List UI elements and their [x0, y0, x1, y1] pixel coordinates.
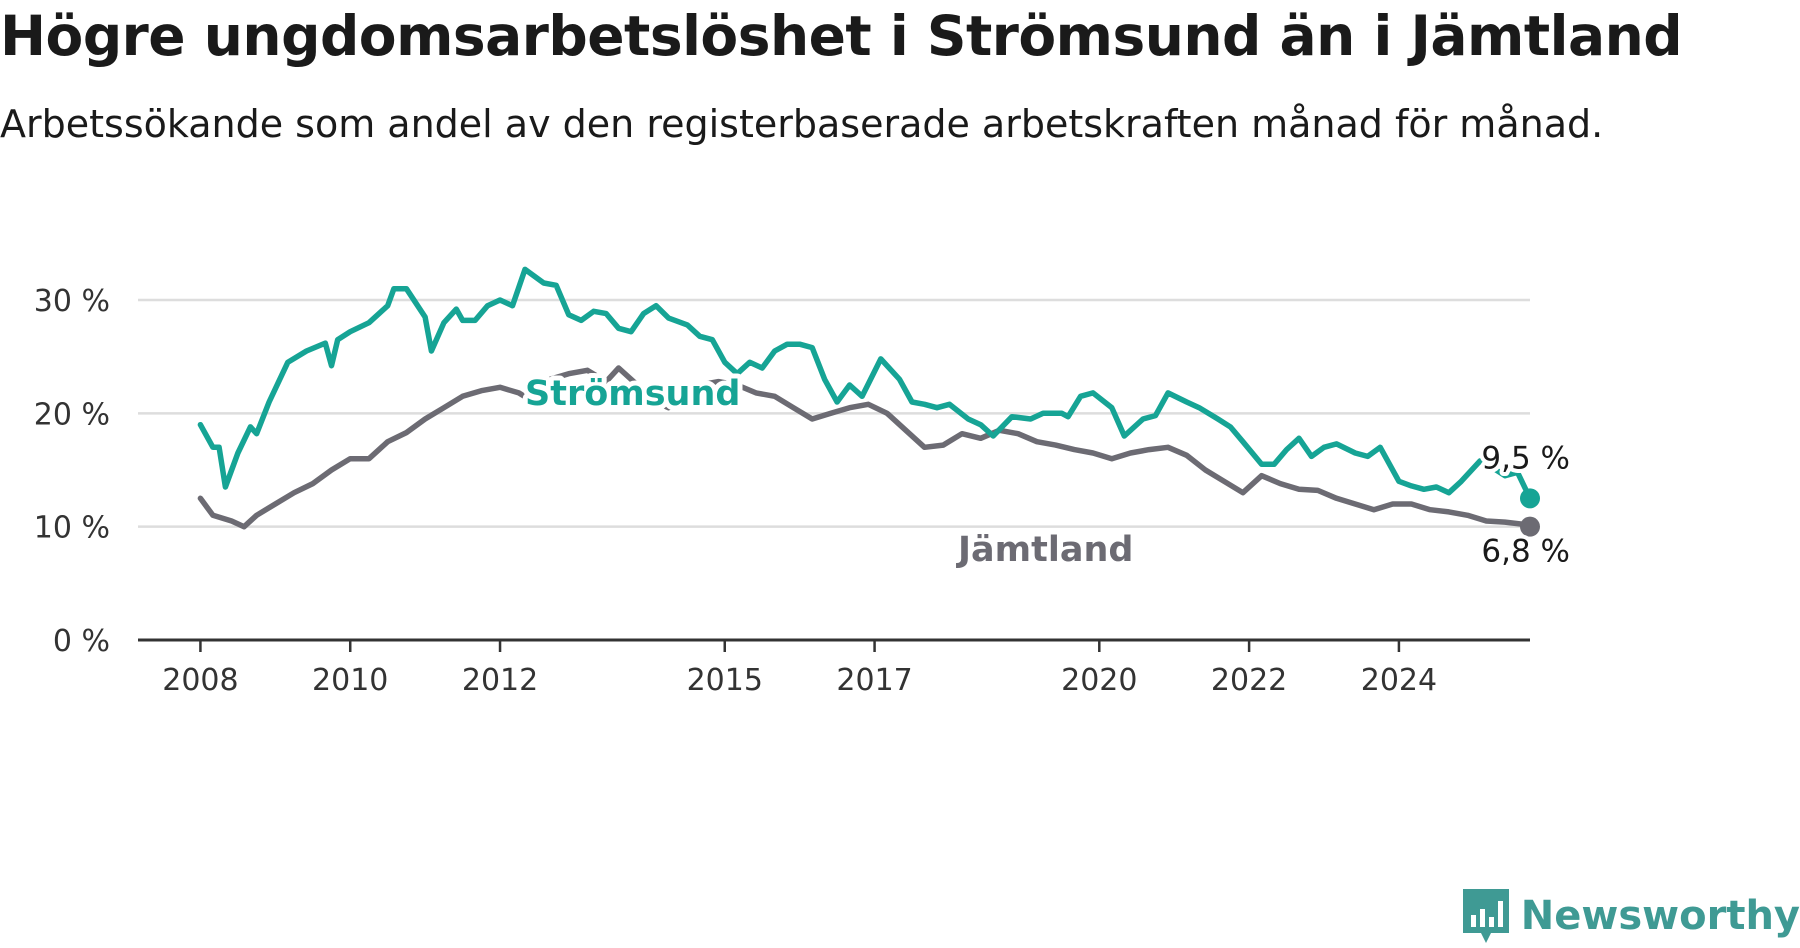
- y-tick-label: 20 %: [34, 397, 110, 432]
- chart-title: Högre ungdomsarbetslöshet i Strömsund än…: [0, 4, 1683, 68]
- x-tick-label: 2010: [312, 663, 388, 698]
- series-line-jamtland: [197, 365, 1533, 530]
- series-labels: Strömsund Jämtland 9,5 % 6,8 %: [520, 369, 1574, 575]
- x-tick-label: 2020: [1061, 663, 1137, 698]
- end-label-stromsund: 9,5 %: [1481, 440, 1570, 476]
- series-label-jamtland: Jämtland: [956, 530, 1133, 570]
- y-tick-label: 30 %: [34, 284, 110, 319]
- x-tick-label: 2012: [462, 663, 538, 698]
- x-tick-label: 2022: [1211, 663, 1287, 698]
- x-axis: 2008 2010 2012 2015 2017 2020 2022 2024: [138, 638, 1530, 698]
- series-label-stromsund: Strömsund: [525, 374, 740, 414]
- brand-name: Newsworthy: [1520, 893, 1800, 939]
- series-line-stromsund: [197, 266, 1533, 502]
- y-axis-tick-labels: 0 % 10 % 20 % 30 %: [34, 284, 110, 659]
- y-tick-label: 10 %: [34, 511, 110, 546]
- x-tick-label: 2024: [1361, 663, 1437, 698]
- end-point-jamtland: [1520, 516, 1540, 537]
- chart-subtitle: Arbetssökande som andel av den registerb…: [0, 102, 1604, 146]
- series-lines: [197, 266, 1540, 537]
- end-label-jamtland: 6,8 %: [1481, 534, 1570, 570]
- x-tick-label: 2017: [836, 663, 912, 698]
- x-tick-label: 2015: [687, 663, 763, 698]
- newsworthy-brand: Newsworthy: [1461, 885, 1800, 947]
- newsworthy-logo-icon: [1462, 889, 1509, 943]
- y-tick-label: 0 %: [53, 624, 110, 659]
- x-tick-label: 2008: [162, 663, 238, 698]
- end-point-stromsund: [1520, 488, 1540, 509]
